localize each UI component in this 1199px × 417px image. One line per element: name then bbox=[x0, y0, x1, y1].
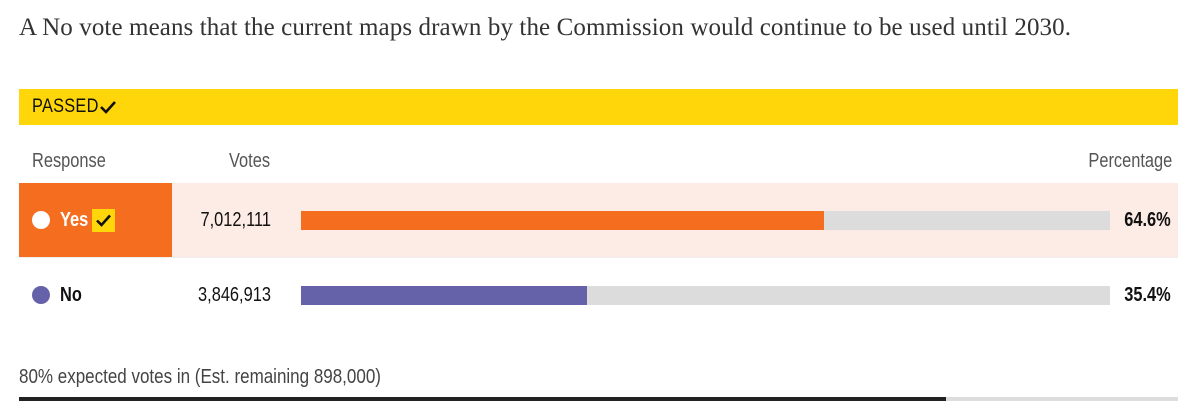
response-color-dot bbox=[32, 286, 50, 304]
result-row-yes: Yes 7,012,111 64.6% bbox=[19, 183, 1178, 257]
response-name: No bbox=[60, 283, 82, 306]
result-row-no: No 3,846,913 35.4% bbox=[19, 257, 1178, 332]
response-color-dot bbox=[32, 211, 50, 229]
column-header-votes: Votes bbox=[229, 150, 271, 172]
vote-share-fill bbox=[301, 286, 588, 305]
vote-percentage: 64.6% bbox=[1124, 208, 1171, 231]
vote-percentage: 35.4% bbox=[1124, 283, 1171, 306]
winner-check-icon bbox=[92, 208, 116, 232]
response-cell: No bbox=[19, 258, 172, 332]
vote-share-bar bbox=[301, 286, 1110, 305]
column-header-percentage: Percentage bbox=[1088, 150, 1172, 172]
status-label: PASSED bbox=[32, 96, 99, 117]
column-header-response: Response bbox=[32, 150, 106, 172]
vote-count: 3,846,913 bbox=[198, 283, 271, 306]
status-banner: PASSED bbox=[19, 89, 1178, 125]
vote-share-fill bbox=[301, 211, 824, 230]
reporting-progress-fill bbox=[19, 397, 947, 401]
vote-count: 7,012,111 bbox=[200, 208, 271, 231]
expected-votes-text: 80% expected votes in (Est. remaining 89… bbox=[19, 366, 381, 388]
response-name: Yes bbox=[60, 208, 89, 231]
vote-share-bar bbox=[301, 211, 1110, 230]
measure-description: A No vote means that the current maps dr… bbox=[19, 14, 1072, 41]
reporting-progress-bar bbox=[19, 397, 1178, 401]
checkmark-icon bbox=[99, 99, 117, 115]
response-cell: Yes bbox=[19, 183, 172, 257]
